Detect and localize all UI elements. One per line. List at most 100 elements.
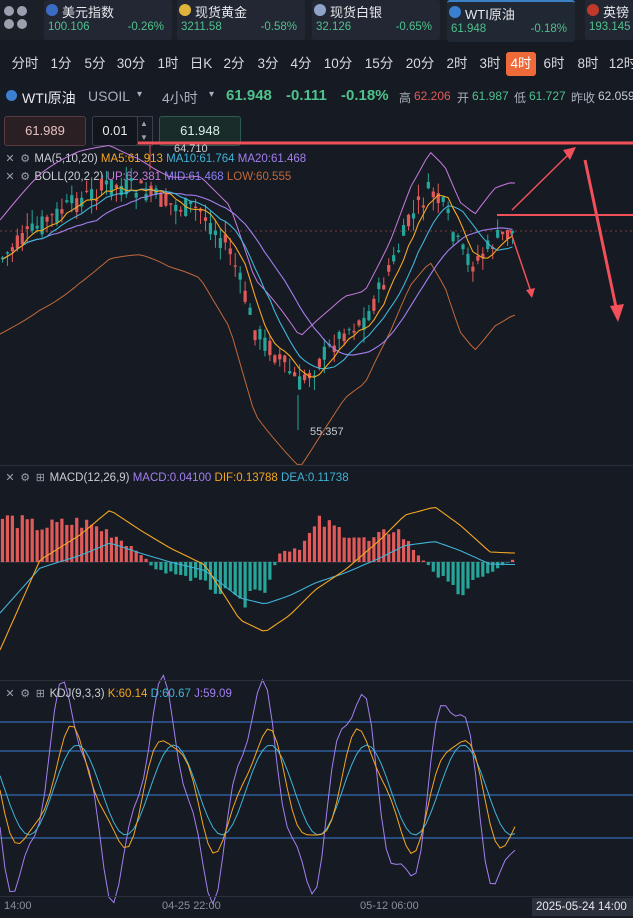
macd-pane	[0, 507, 516, 651]
pane-divider[interactable]	[0, 465, 633, 466]
gear-icon[interactable]: ⚙	[20, 171, 31, 183]
timeframe-11[interactable]: 20分	[405, 56, 435, 71]
timeframe-9[interactable]: 10分	[323, 56, 353, 71]
dea-value: DEA:0.11738	[281, 472, 349, 484]
candle-body	[322, 346, 326, 360]
macd-histogram-bar	[283, 550, 287, 562]
arrow-drawing	[511, 149, 574, 211]
timeframe-5[interactable]: 日K	[189, 56, 213, 71]
candle-body	[184, 198, 188, 216]
timeframe-13[interactable]: 3时	[479, 56, 501, 71]
timeframe-1[interactable]: 1分	[50, 56, 72, 71]
symbol-name[interactable]: WTI原油	[22, 90, 76, 106]
ticker-silver[interactable]: 现货白银 32.126 -0.65%	[312, 0, 440, 40]
boll-label[interactable]: BOLL(20,2,2)	[34, 171, 104, 183]
candle-body	[461, 244, 465, 250]
macd-histogram-bar	[486, 562, 490, 574]
macd-histogram-bar	[451, 562, 455, 585]
candle-body	[451, 232, 455, 242]
chevron-down-icon[interactable]: ▾	[137, 89, 143, 100]
timeframe-15[interactable]: 6时	[543, 56, 565, 71]
timeframe-6[interactable]: 2分	[223, 56, 245, 71]
macd-histogram-bar	[307, 532, 312, 562]
ticker-gold[interactable]: 现货黄金 3211.58 -0.58%	[177, 0, 305, 40]
chevron-down-icon[interactable]: ▾	[209, 89, 215, 100]
candle-body	[496, 230, 500, 238]
uk-flag-icon	[587, 4, 599, 16]
timeframe-2[interactable]: 5分	[84, 56, 106, 71]
ma-label[interactable]: MA(5,10,20)	[34, 153, 98, 165]
close-icon[interactable]: ✕	[5, 153, 15, 165]
timeframe-16[interactable]: 8时	[577, 56, 599, 71]
candle-body	[119, 185, 123, 196]
timeframe-10[interactable]: 15分	[364, 56, 394, 71]
close-icon[interactable]: ✕	[5, 688, 15, 700]
lot-size-input[interactable]: 0.01	[92, 116, 138, 146]
candle-body	[347, 329, 351, 331]
candle-body	[253, 330, 257, 341]
timeframe-4[interactable]: 1时	[157, 56, 179, 71]
k-value: K:60.14	[107, 688, 148, 700]
kdj-label[interactable]: KDJ(9,3,3)	[49, 688, 105, 700]
pane-divider[interactable]	[0, 680, 633, 681]
gear-icon[interactable]: ⚙	[20, 153, 31, 165]
candle-body	[144, 193, 148, 201]
macd-histogram-bar	[65, 524, 69, 562]
timeframe-17[interactable]: 12时	[608, 56, 633, 71]
ticker-oil[interactable]: WTI原油 61.948 -0.18%	[447, 0, 575, 42]
macd-label[interactable]: MACD(12,26,9)	[49, 472, 130, 484]
timeframe-8[interactable]: 4分	[290, 56, 312, 71]
macd-histogram-bar	[129, 546, 133, 562]
crosshair-time-label: 2025-05-24 14:00	[532, 898, 633, 916]
macd-histogram-bar	[357, 537, 361, 562]
candle-body	[382, 284, 386, 290]
lot-stepper[interactable]: ▲ ▼	[136, 116, 153, 146]
candle-body	[476, 255, 480, 261]
period-label[interactable]: 4小时	[162, 90, 198, 106]
candle-body	[486, 240, 490, 249]
macd-histogram-bar	[431, 562, 435, 572]
macd-histogram-bar	[25, 519, 29, 562]
add-icon[interactable]: ⊞	[35, 472, 46, 484]
candle-body	[426, 181, 430, 189]
macd-histogram-bar	[327, 520, 331, 562]
close-icon[interactable]: ✕	[5, 472, 15, 484]
close-icon[interactable]: ✕	[5, 171, 15, 183]
macd-histogram-bar	[208, 562, 213, 590]
timeframe-3[interactable]: 30分	[116, 56, 146, 71]
candle-body	[441, 196, 445, 202]
candle-body	[263, 337, 267, 351]
timeframe-7[interactable]: 3分	[257, 56, 279, 71]
candle-body	[55, 208, 59, 223]
ticker-uk-flag[interactable]: 英镑 193.145	[585, 0, 633, 40]
candle-body	[85, 190, 89, 192]
kdj-j-line	[0, 674, 516, 906]
macd-histogram-bar	[189, 562, 193, 581]
app-menu-icon[interactable]	[4, 6, 28, 30]
timeframe-0[interactable]: 分时	[11, 56, 39, 71]
symbol-code[interactable]: USOIL	[88, 88, 131, 104]
candle-body	[174, 204, 178, 212]
low-mark-label: 55.357	[310, 426, 344, 438]
candle-body	[367, 311, 371, 321]
macd-histogram-bar	[397, 529, 401, 562]
candle-body	[90, 189, 94, 201]
add-icon[interactable]: ⊞	[35, 688, 46, 700]
macd-histogram-bar	[80, 527, 84, 562]
candle-body	[273, 355, 277, 363]
timeframe-12[interactable]: 2时	[446, 56, 468, 71]
macd-histogram-bar	[312, 526, 317, 562]
gear-icon[interactable]: ⚙	[20, 688, 31, 700]
candle-body	[164, 193, 168, 206]
candle-body	[248, 307, 252, 315]
gear-icon[interactable]: ⚙	[20, 472, 31, 484]
sell-price-box[interactable]: 61.989	[4, 116, 86, 146]
macd-histogram-bar	[213, 562, 218, 594]
candle-body	[203, 217, 208, 221]
d-value: D:60.67	[150, 688, 191, 700]
timeframe-14[interactable]: 4时	[506, 52, 536, 76]
ticker-us-flag[interactable]: 美元指数 100.106 -0.26%	[44, 0, 172, 40]
candle-body	[505, 230, 510, 240]
candle-body	[223, 234, 227, 243]
buy-price-box[interactable]: 61.948	[159, 116, 241, 146]
